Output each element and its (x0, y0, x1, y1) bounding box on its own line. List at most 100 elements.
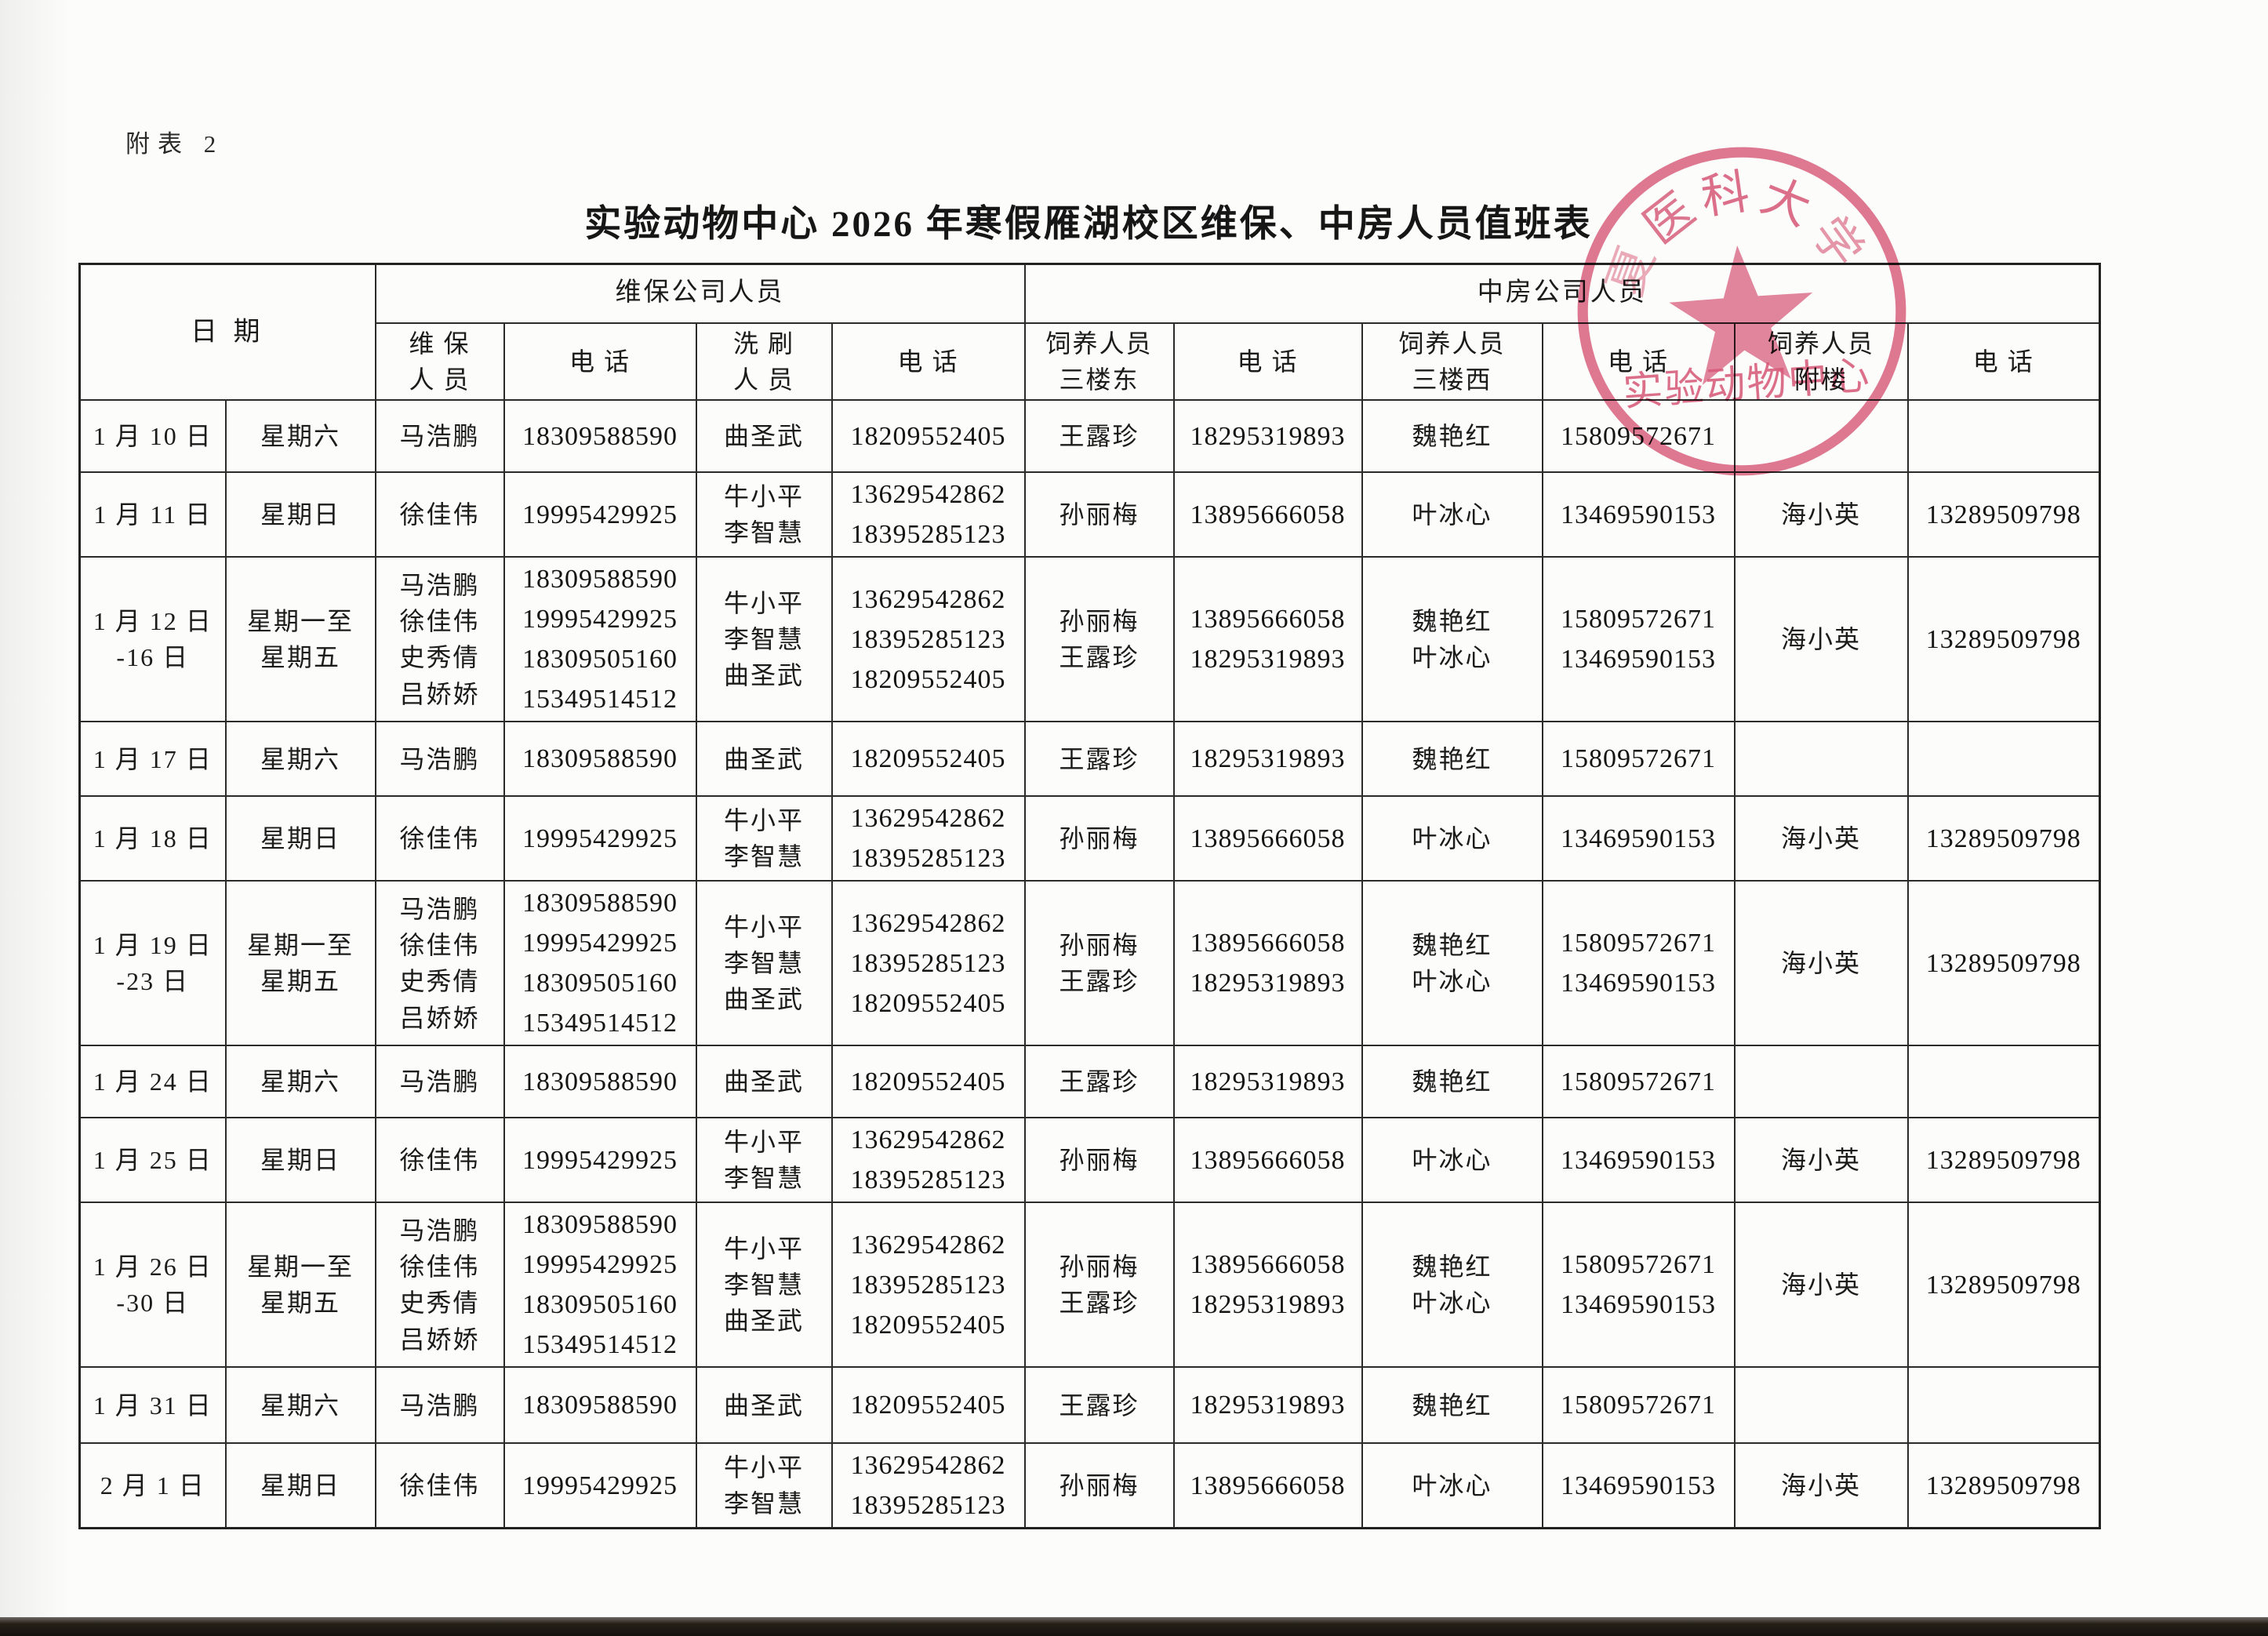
cell-maintenance-phone: 19995429925 (503, 1117, 697, 1204)
cell-feeder-annex (1733, 1366, 1909, 1445)
cell-maintenance-staff: 马浩鹏 (374, 1045, 505, 1119)
cell-washing-phone: 18209552405 (831, 1366, 1026, 1445)
cell-feeder-annex-phone: 13289509798 (1906, 556, 2101, 723)
header-phone-4: 电 话 (1541, 322, 1736, 402)
cell-washing-staff: 曲圣武 (695, 721, 833, 798)
table-row: 1 月 11 日 星期日 徐佳伟 19995429925 牛小平 李智慧 136… (78, 471, 2101, 558)
cell-date: 1 月 12 日 -16 日 (78, 556, 227, 723)
cell-feeder-east-phone: 13895666058 (1172, 795, 1363, 882)
duty-table-body: 1 月 10 日 星期六 马浩鹏 18309588590 曲圣武 1820955… (78, 399, 2101, 1529)
cell-feeder-west-phone: 13469590153 (1541, 795, 1736, 882)
cell-feeder-east-phone: 18295319893 (1172, 1045, 1363, 1119)
page-title: 实验动物中心 2026 年寒假雁湖校区维保、中房人员值班表 (584, 204, 1593, 245)
cell-feeder-annex-phone: 13289509798 (1906, 880, 2101, 1047)
cell-feeder-west: 魏艳红 叶冰心 (1361, 880, 1543, 1047)
cell-feeder-west-phone: 13469590153 (1541, 471, 1736, 558)
cell-feeder-west-phone: 15809572671 (1541, 1366, 1736, 1445)
cell-feeder-east-phone: 18295319893 (1172, 1366, 1363, 1445)
cell-maintenance-phone: 18309588590 19995429925 18309505160 1534… (503, 556, 697, 723)
cell-date: 1 月 25 日 (78, 1117, 227, 1204)
table-row: 1 月 25 日 星期日 徐佳伟 19995429925 牛小平 李智慧 136… (78, 1117, 2101, 1204)
cell-feeder-east: 王露珍 (1023, 399, 1175, 474)
cell-washing-phone: 13629542862 18395285123 18209552405 (831, 880, 1026, 1047)
cell-washing-staff: 牛小平 李智慧 (695, 471, 833, 558)
cell-feeder-east: 王露珍 (1023, 1366, 1175, 1445)
cell-date: 1 月 31 日 (78, 1366, 227, 1445)
cell-washing-phone: 18209552405 (831, 721, 1026, 798)
cell-feeder-annex: 海小英 (1733, 471, 1909, 558)
table-row: 1 月 19 日 -23 日 星期一至 星期五 马浩鹏 徐佳伟 史秀倩 吕娇娇 … (78, 880, 2101, 1047)
cell-maintenance-staff: 马浩鹏 (374, 721, 505, 798)
cell-washing-staff: 曲圣武 (695, 1366, 833, 1445)
scanner-edge-band (0, 1617, 2268, 1636)
cell-feeder-annex-phone: 13289509798 (1906, 471, 2101, 558)
cell-washing-staff: 曲圣武 (695, 1045, 833, 1119)
cell-feeder-annex (1733, 1045, 1909, 1119)
header-phone-3: 电 话 (1172, 322, 1363, 402)
cell-date: 1 月 19 日 -23 日 (78, 880, 227, 1047)
header-feeder-annex: 饲养人员 附楼 (1733, 322, 1909, 402)
cell-maintenance-staff: 马浩鹏 (374, 399, 505, 474)
cell-date: 1 月 11 日 (78, 471, 227, 558)
cell-maintenance-phone: 18309588590 19995429925 18309505160 1534… (503, 880, 697, 1047)
table-row: 1 月 17 日 星期六 马浩鹏 18309588590 曲圣武 1820955… (78, 721, 2101, 798)
cell-weekday: 星期六 (224, 1366, 376, 1445)
cell-washing-phone: 13629542862 18395285123 (831, 471, 1026, 558)
cell-washing-phone: 13629542862 18395285123 (831, 1442, 1026, 1529)
cell-feeder-east: 孙丽梅 (1023, 1117, 1175, 1204)
cell-washing-phone: 18209552405 (831, 1045, 1026, 1119)
cell-feeder-east: 孙丽梅 王露珍 (1023, 1202, 1175, 1369)
cell-washing-phone: 13629542862 18395285123 (831, 1117, 1026, 1204)
cell-feeder-annex: 海小英 (1733, 1442, 1909, 1529)
cell-date: 1 月 26 日 -30 日 (78, 1202, 227, 1369)
cell-weekday: 星期六 (224, 399, 376, 474)
table-row: 1 月 26 日 -30 日 星期一至 星期五 马浩鹏 徐佳伟 史秀倩 吕娇娇 … (78, 1202, 2101, 1369)
cell-washing-phone: 13629542862 18395285123 (831, 795, 1026, 882)
cell-feeder-west: 叶冰心 (1361, 471, 1543, 558)
cell-washing-staff: 牛小平 李智慧 曲圣武 (695, 880, 833, 1047)
cell-weekday: 星期一至 星期五 (224, 1202, 376, 1369)
cell-feeder-east: 孙丽梅 (1023, 1442, 1175, 1529)
cell-feeder-east-phone: 13895666058 18295319893 (1172, 556, 1363, 723)
cell-washing-staff: 牛小平 李智慧 (695, 1117, 833, 1204)
cell-feeder-annex-phone (1906, 1045, 2101, 1119)
cell-feeder-annex: 海小英 (1733, 556, 1909, 723)
header-feeder-east: 饲养人员 三楼东 (1023, 322, 1175, 402)
cell-date: 1 月 10 日 (78, 399, 227, 474)
header-maintenance-staff: 维 保 人 员 (374, 322, 505, 402)
cell-feeder-east: 孙丽梅 王露珍 (1023, 880, 1175, 1047)
cell-feeder-east-phone: 18295319893 (1172, 721, 1363, 798)
cell-date: 1 月 24 日 (78, 1045, 227, 1119)
cell-feeder-west: 魏艳红 (1361, 1366, 1543, 1445)
cell-feeder-east: 孙丽梅 (1023, 795, 1175, 882)
cell-feeder-west-phone: 15809572671 13469590153 (1541, 1202, 1736, 1369)
cell-weekday: 星期日 (224, 795, 376, 882)
cell-feeder-annex-phone: 13289509798 (1906, 1117, 2101, 1204)
cell-feeder-annex (1733, 721, 1909, 798)
table-row: 1 月 10 日 星期六 马浩鹏 18309588590 曲圣武 1820955… (78, 399, 2101, 474)
scan-edge-shading (0, 0, 71, 1636)
header-group-row: 日 期 维保公司人员 中房公司人员 (78, 263, 2101, 402)
cell-maintenance-staff: 徐佳伟 (374, 795, 505, 882)
table-row: 2 月 1 日 星期日 徐佳伟 19995429925 牛小平 李智慧 1362… (78, 1442, 2101, 1529)
cell-washing-staff: 牛小平 李智慧 (695, 1442, 833, 1529)
cell-feeder-east: 孙丽梅 (1023, 471, 1175, 558)
table-row: 1 月 24 日 星期六 马浩鹏 18309588590 曲圣武 1820955… (78, 1045, 2101, 1119)
table-row: 1 月 12 日 -16 日 星期一至 星期五 马浩鹏 徐佳伟 史秀倩 吕娇娇 … (78, 556, 2101, 723)
cell-feeder-annex: 海小英 (1733, 880, 1909, 1047)
cell-maintenance-staff: 徐佳伟 (374, 471, 505, 558)
cell-washing-phone: 18209552405 (831, 399, 1026, 474)
cell-feeder-west-phone: 13469590153 (1541, 1442, 1736, 1529)
cell-maintenance-phone: 18309588590 (503, 399, 697, 474)
cell-feeder-annex: 海小英 (1733, 795, 1909, 882)
cell-weekday: 星期一至 星期五 (224, 880, 376, 1047)
cell-feeder-east-phone: 13895666058 (1172, 1117, 1363, 1204)
cell-feeder-west-phone: 13469590153 (1541, 1117, 1736, 1204)
annex-label: 附表 2 (125, 130, 224, 158)
cell-washing-staff: 曲圣武 (695, 399, 833, 474)
cell-washing-phone: 13629542862 18395285123 18209552405 (831, 1202, 1026, 1369)
cell-feeder-east: 王露珍 (1023, 1045, 1175, 1119)
cell-maintenance-phone: 19995429925 (503, 1442, 697, 1529)
cell-feeder-west-phone: 15809572671 (1541, 721, 1736, 798)
